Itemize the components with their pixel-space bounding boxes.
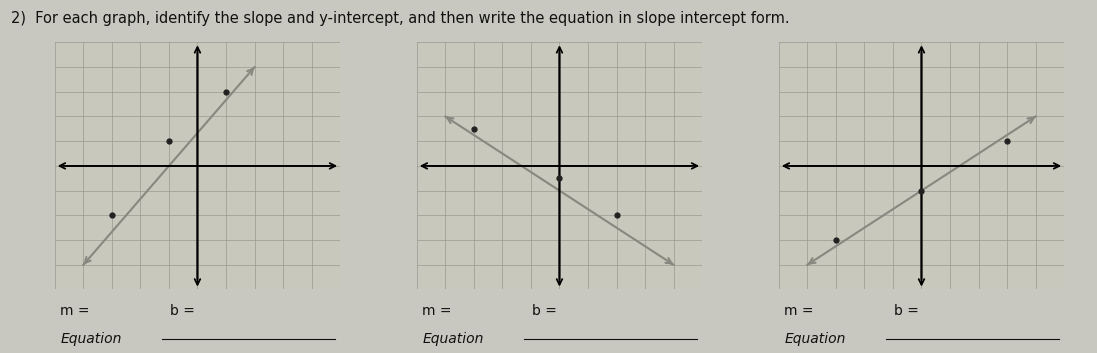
Text: b =: b = [894,304,919,318]
Text: Equation: Equation [60,332,122,346]
Text: m =: m = [422,304,452,318]
Text: 2)  For each graph, identify the slope and y-intercept, and then write the equat: 2) For each graph, identify the slope an… [11,11,790,25]
Text: m =: m = [784,304,814,318]
Text: Equation: Equation [422,332,484,346]
Text: b =: b = [532,304,557,318]
Text: b =: b = [170,304,195,318]
Text: Equation: Equation [784,332,846,346]
Text: m =: m = [60,304,90,318]
